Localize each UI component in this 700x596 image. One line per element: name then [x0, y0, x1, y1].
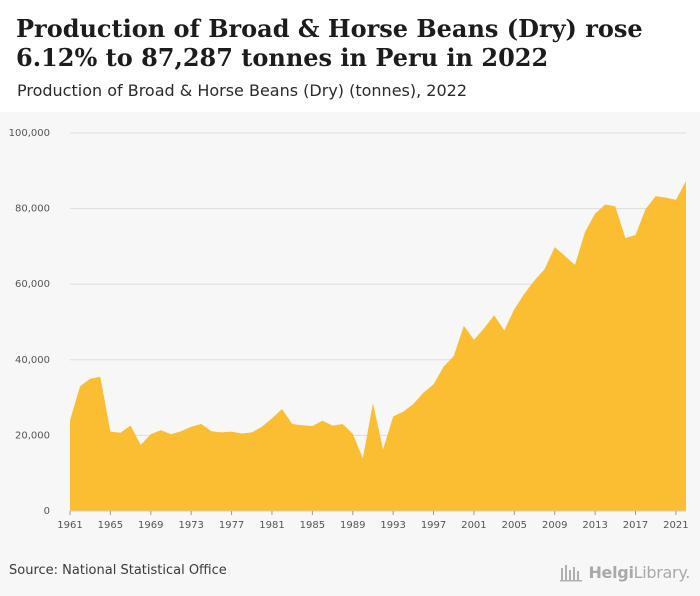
- helgi-library-logo: HelgiLibrary.: [560, 560, 690, 584]
- x-tick-label: 2001: [461, 520, 486, 531]
- data-point: [544, 268, 546, 270]
- data-point: [79, 385, 81, 387]
- data-point: [685, 180, 687, 182]
- data-point: [483, 328, 485, 330]
- data-point: [645, 208, 647, 210]
- data-point: [473, 339, 475, 341]
- helgi-library-logo-icon: [560, 565, 583, 582]
- data-point: [675, 199, 677, 201]
- data-point: [493, 314, 495, 316]
- data-point: [503, 330, 505, 332]
- chart-subtitle: Production of Broad & Horse Beans (Dry) …: [17, 81, 468, 100]
- data-point: [301, 424, 303, 426]
- data-point: [261, 426, 263, 428]
- x-tick-label: 1997: [421, 520, 446, 531]
- x-tick-label: 2005: [502, 520, 527, 531]
- data-point: [453, 355, 455, 357]
- data-point: [574, 264, 576, 266]
- data-point: [251, 432, 253, 434]
- x-tick-label: 2017: [623, 520, 648, 531]
- data-point: [362, 457, 364, 459]
- x-tick-label: 1989: [340, 520, 365, 531]
- data-point: [594, 213, 596, 215]
- data-point: [423, 392, 425, 394]
- data-point: [392, 416, 394, 418]
- x-tick-label: 1961: [57, 520, 82, 531]
- x-tick-label: 1973: [178, 520, 203, 531]
- data-point: [200, 423, 202, 425]
- x-tick-label: 1965: [98, 520, 123, 531]
- data-point: [271, 418, 273, 420]
- x-tick-label: 1977: [219, 520, 244, 531]
- x-tick-label: 2013: [582, 520, 607, 531]
- source-note: Source: National Statistical Office: [9, 563, 227, 578]
- data-point: [665, 197, 667, 199]
- y-tick-label: 100,000: [9, 128, 50, 139]
- y-tick-label: 60,000: [15, 279, 50, 290]
- data-point: [99, 376, 101, 378]
- data-point: [211, 430, 213, 432]
- data-point: [443, 366, 445, 368]
- data-point: [463, 325, 465, 327]
- data-point: [150, 433, 152, 435]
- data-point: [281, 408, 283, 410]
- data-point: [604, 204, 606, 206]
- x-tick-label: 1981: [259, 520, 284, 531]
- data-point: [221, 432, 223, 434]
- data-point: [615, 206, 617, 208]
- data-point: [89, 378, 91, 380]
- data-point: [524, 293, 526, 295]
- y-tick-label: 40,000: [15, 355, 50, 366]
- data-point: [140, 444, 142, 446]
- chart-header: Production of Broad & Horse Beans (Dry) …: [0, 0, 700, 112]
- data-point: [372, 402, 374, 404]
- data-point: [231, 431, 233, 433]
- x-tick-label: 2021: [663, 520, 688, 531]
- y-tick-label: 20,000: [15, 430, 50, 441]
- data-point: [332, 425, 334, 427]
- chart-title: Production of Broad & Horse Beans (Dry) …: [16, 14, 643, 72]
- data-point: [514, 308, 516, 310]
- data-point: [180, 430, 182, 432]
- x-tick-label: 2009: [542, 520, 567, 531]
- y-tick-label: 80,000: [15, 204, 50, 215]
- data-point: [413, 403, 415, 405]
- data-point: [433, 384, 435, 386]
- data-point: [322, 420, 324, 422]
- data-point: [352, 433, 354, 435]
- data-point: [291, 423, 293, 425]
- x-tick-label: 1993: [380, 520, 405, 531]
- data-point: [402, 411, 404, 413]
- data-point: [584, 231, 586, 233]
- data-point: [312, 425, 314, 427]
- y-tick-label: 0: [44, 506, 50, 517]
- data-point: [554, 246, 556, 248]
- data-point: [382, 449, 384, 451]
- data-point: [190, 426, 192, 428]
- data-point: [625, 237, 627, 239]
- x-tick-label: 1985: [300, 520, 325, 531]
- x-tick-label: 1969: [138, 520, 163, 531]
- data-point: [130, 425, 132, 427]
- data-point: [160, 429, 162, 431]
- data-point: [655, 195, 657, 197]
- data-point: [534, 280, 536, 282]
- data-point: [110, 431, 112, 433]
- data-point: [120, 432, 122, 434]
- area-chart: 0 20,000 40,000 60,000 80,000 100,000 1961 1965…: [9, 128, 689, 531]
- data-point: [170, 433, 172, 435]
- data-point: [564, 255, 566, 257]
- data-point: [342, 423, 344, 425]
- data-point: [635, 234, 637, 236]
- data-point: [69, 419, 71, 421]
- data-point: [241, 433, 243, 435]
- production-area-series: [70, 181, 686, 511]
- helgi-library-logo-text: HelgiLibrary.: [588, 562, 690, 582]
